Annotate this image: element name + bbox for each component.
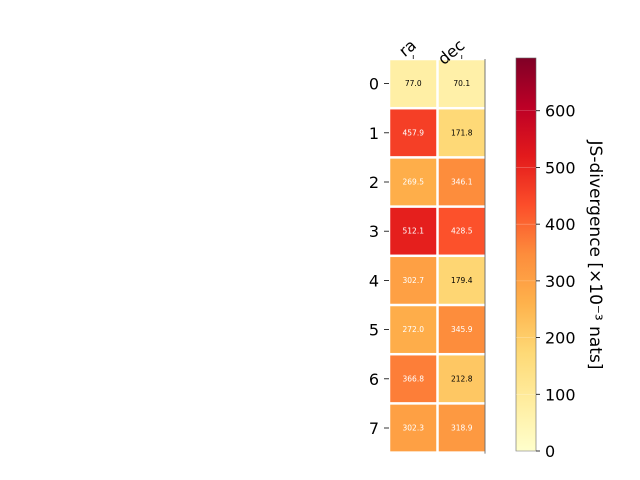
row-tick-label: 5 xyxy=(369,321,379,340)
heatmap-cell xyxy=(438,207,485,255)
cell-value-label: 77.0 xyxy=(405,79,422,88)
cell-value-label: 179.4 xyxy=(451,276,473,285)
colorbar-tick-label: 300 xyxy=(545,272,576,291)
row-tick-label: 7 xyxy=(369,419,379,438)
row-tick-label: 1 xyxy=(369,124,379,143)
colorbar-tick-label: 400 xyxy=(545,215,576,234)
row-tick-label: 0 xyxy=(369,75,379,94)
cell-value-label: 212.8 xyxy=(451,374,473,383)
heatmap-cell xyxy=(390,207,437,255)
heatmap-cell xyxy=(390,355,437,403)
heatmap-cell xyxy=(390,306,437,353)
colorbar-tick-label: 100 xyxy=(545,385,576,404)
row-tick-label: 4 xyxy=(369,271,379,290)
cell-value-label: 269.5 xyxy=(403,178,425,187)
colorbar-tick-label: 200 xyxy=(545,329,576,348)
heatmap-cell xyxy=(438,355,485,403)
cell-value-label: 345.9 xyxy=(451,325,473,334)
column-tick-label: ra xyxy=(395,36,420,61)
colorbar-gradient xyxy=(515,57,537,452)
cell-value-label: 70.1 xyxy=(453,79,470,88)
cell-value-label: 428.5 xyxy=(451,227,473,236)
cell-value-label: 512.1 xyxy=(403,227,425,236)
heatmap-cell xyxy=(438,404,485,452)
heatmap-cell xyxy=(390,404,437,452)
cell-value-label: 346.1 xyxy=(451,178,473,187)
heatmap-cell xyxy=(438,60,485,107)
heatmap-cell xyxy=(438,306,485,353)
heatmap-cell xyxy=(390,257,437,304)
row-tick-label: 2 xyxy=(369,173,379,192)
cell-value-label: 302.3 xyxy=(403,424,425,433)
heatmap-cell xyxy=(438,109,485,157)
cell-value-label: 318.9 xyxy=(451,424,473,433)
heatmap-cell xyxy=(390,109,437,157)
row-tick-labels: 0 1 2 3 4 5 6 7 xyxy=(369,75,389,438)
heatmap-cell xyxy=(390,60,437,107)
row-tick-label: 3 xyxy=(369,222,379,241)
heatmap-cell xyxy=(390,158,437,206)
cell-value-label: 171.8 xyxy=(451,128,473,137)
row-tick-label: 6 xyxy=(369,370,379,389)
colorbar-tick-label: 600 xyxy=(545,102,576,121)
cell-value-label: 302.7 xyxy=(403,276,425,285)
heatmap-cell xyxy=(438,158,485,206)
colorbar-tick-label: 0 xyxy=(545,442,555,461)
colorbar-label: JS-divergence [×10⁻³ nats] xyxy=(585,140,605,370)
heatmap-cell xyxy=(438,257,485,304)
heatmap-cells: 77.0 70.1 457.9 171.8 269.5 346.1 512.1 428.5 30… xyxy=(390,59,486,454)
cell-value-label: 272.0 xyxy=(403,325,425,334)
cell-value-label: 366.8 xyxy=(403,374,425,383)
colorbar-ticks: 0 100 200 300 400 500 600 xyxy=(516,102,576,461)
colorbar xyxy=(515,57,537,452)
cell-value-label: 457.9 xyxy=(403,128,425,137)
colorbar-tick-label: 500 xyxy=(545,158,576,177)
